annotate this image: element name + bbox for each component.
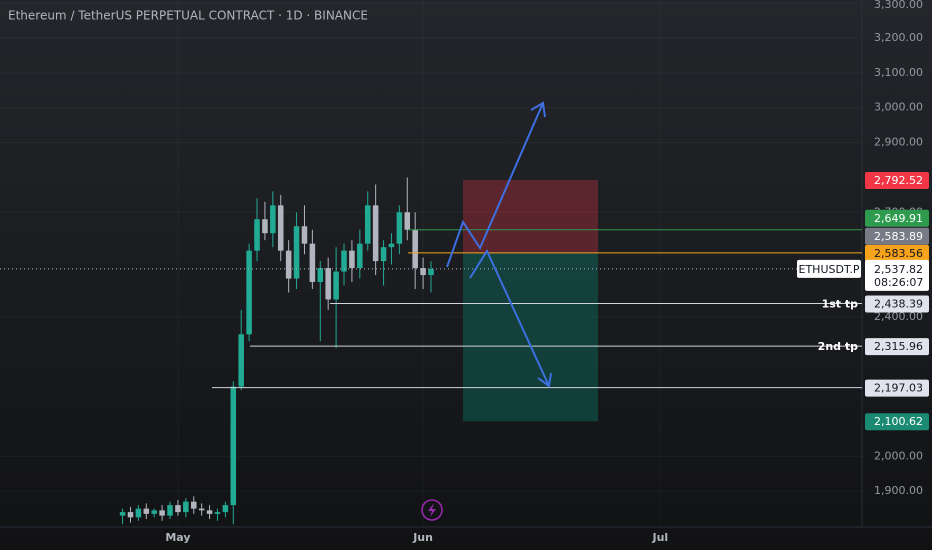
candle-body [151,510,157,514]
candle-body [159,510,165,516]
down-arrowhead [537,372,552,388]
candle-body [135,508,142,518]
candle-body [412,229,418,269]
price-label-bg [865,413,929,431]
price-label: 2,583.56 [874,247,923,260]
price-label: 2,792.52 [874,174,923,187]
price-label-bg [865,209,929,227]
candle-body [285,250,292,279]
candle-body [380,247,387,262]
candle-body [301,226,308,244]
candle-body [270,205,276,234]
y-tick-label: 1,900.00 [874,484,923,497]
candle-body [349,250,355,269]
candle-body [143,508,150,514]
up-arrow [446,102,544,268]
candle-body [254,219,260,251]
candle-body [364,205,371,244]
price-label-bg [865,338,929,356]
candle-body [317,268,324,283]
price-label: 2,649.91 [874,212,923,225]
y-tick-label: 3,100.00 [874,66,923,79]
x-tick-label: Jul [651,531,668,544]
candle-body [183,501,189,513]
down-arrow [469,248,550,387]
current-price-label: 2,537.82 [874,263,923,276]
y-tick-label: 2,900.00 [874,136,923,149]
candle-body [246,250,252,335]
candle-body [238,334,244,387]
stop-zone [463,180,598,253]
price-label-bg [865,295,929,313]
candle-body [428,268,434,276]
up-arrowhead [530,101,546,118]
symbol-label: ETHUSDT.P [799,263,860,276]
candle-body [262,219,268,234]
candle-body [214,512,221,514]
candle-body [119,512,126,516]
candle-body [357,243,363,269]
target-zone [463,252,598,422]
y-tick-label: 3,300.00 [874,0,923,11]
candle-body [127,512,134,518]
candle-body [396,212,403,244]
price-label: 2,197.03 [874,382,923,395]
candle-body [388,243,395,248]
candle-body [404,212,411,230]
price-label: 2,438.39 [874,297,923,310]
candle-body [277,205,284,251]
icon-ring [421,499,443,521]
current-price-bg [865,259,929,291]
price-label: 2,583.89 [874,230,923,243]
drawing [446,101,552,388]
level-note: 1st tp [822,297,859,310]
candle-body [190,501,197,509]
y-tick-label: 3,200.00 [874,31,923,44]
candle-body [167,505,173,516]
candle-body [198,508,205,511]
icon-bolt [428,503,436,517]
candle-body [333,271,339,300]
lightning-icon [421,499,443,521]
candle-body [341,250,347,272]
countdown-label: 08:26:07 [874,276,923,289]
x-tick-label: Jun [412,531,433,544]
candle-body [230,386,237,506]
price-label-bg [865,172,929,190]
level-note: 2nd tp [818,340,858,353]
symbol-bg [797,259,861,278]
candle-body [206,510,213,514]
candle-body [325,268,331,300]
candle-body [293,226,300,279]
price-label-bg [865,244,929,262]
y-tick-label: 2,000.00 [874,449,923,462]
y-tick-label: 3,000.00 [874,101,923,114]
y-tick-label: 2,400.00 [874,310,923,323]
candle-body [175,505,181,513]
price-label-bg [865,227,929,245]
candle-body [309,243,316,283]
x-tick-label: May [165,531,190,544]
price-label: 2,315.96 [874,340,923,353]
price-label-bg [865,379,929,397]
candle-body [222,505,229,513]
candle-body [420,268,426,276]
candle-body [372,205,379,262]
chart-title: Ethereum / TetherUS PERPETUAL CONTRACT ·… [8,9,368,23]
price-label: 2,100.62 [874,415,923,428]
